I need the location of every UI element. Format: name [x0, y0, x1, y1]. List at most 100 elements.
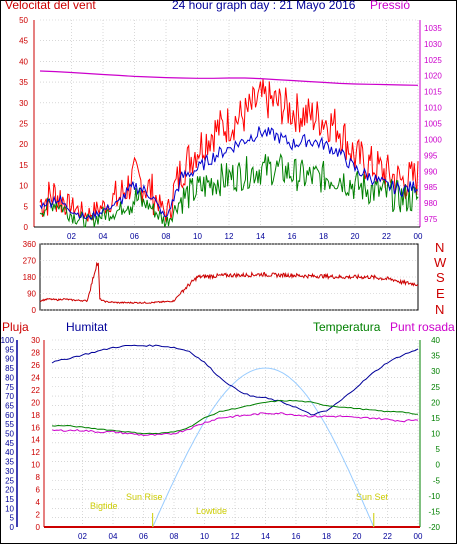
compass-south: S: [436, 270, 445, 285]
humidity-tick-label: 15: [5, 495, 14, 504]
wind-speed-tick-label: 25: [19, 120, 28, 129]
pluja-tick-label: 28: [31, 348, 40, 357]
humidity-tick-label: 45: [5, 439, 14, 448]
direction-tick-label: 0: [32, 306, 37, 315]
humidity-tick-label: 95: [5, 345, 14, 354]
temperature-tick-label: 35: [431, 352, 440, 361]
pluja-tick-label: 18: [31, 411, 40, 420]
temperature-tick-label: -10: [428, 492, 440, 501]
pluja-tick-label: 12: [31, 448, 40, 457]
pressure-tick-label: 990: [424, 167, 438, 176]
temperature-tick-label: 40: [431, 336, 440, 345]
wind-x-tick-label: 16: [288, 232, 297, 241]
punt-rosada-label: Punt rosada: [390, 320, 455, 334]
temperatura-label: Temperatura: [313, 320, 381, 334]
temperature-tick-label: 15: [431, 414, 440, 423]
wind-speed-tick-label: 50: [19, 16, 28, 25]
wind-average-series: [39, 126, 419, 220]
wind-low-series: [39, 153, 419, 228]
humidity-tick-label: 0: [10, 523, 15, 532]
humidity-tick-label: 5: [10, 514, 15, 523]
wind-x-tick-label: 22: [382, 232, 391, 241]
humidity-x-tick-label: 00: [414, 532, 423, 541]
temperature-series: [51, 399, 419, 435]
pluja-tick-label: 26: [31, 361, 40, 370]
humidity-x-tick-label: 08: [170, 532, 179, 541]
humidity-series: [51, 344, 419, 416]
temperature-tick-label: 25: [431, 383, 440, 392]
pluja-label: Pluja: [2, 320, 29, 334]
humidity-tick-label: 10: [5, 504, 14, 513]
sunset-label: Sun Set: [356, 492, 389, 502]
wind-speed-title: Velocitat del vent: [5, 0, 96, 12]
wind-x-tick-label: 10: [193, 232, 202, 241]
wind-x-tick-label: 06: [130, 232, 139, 241]
wind-speed-tick-label: 20: [19, 140, 28, 149]
humidity-tick-label: 20: [5, 486, 14, 495]
temperature-tick-label: 0: [436, 461, 441, 470]
pluja-tick-label: 0: [36, 523, 41, 532]
humidity-tick-label: 85: [5, 364, 14, 373]
pluja-tick-label: 6: [36, 486, 41, 495]
humidity-x-tick-label: 06: [139, 532, 148, 541]
humidity-tick-label: 100: [1, 336, 15, 345]
humidity-x-tick-label: 10: [200, 532, 209, 541]
pluja-tick-label: 16: [31, 423, 40, 432]
direction-tick-label: 90: [27, 290, 36, 299]
pressure-tick-label: 1030: [424, 40, 442, 49]
wind-speed-tick-label: 30: [19, 99, 28, 108]
pluja-tick-label: 20: [31, 398, 40, 407]
wind-speed-tick-label: 0: [24, 223, 29, 232]
temperature-tick-label: 5: [436, 445, 441, 454]
humidity-tick-label: 65: [5, 401, 14, 410]
humidity-x-tick-label: 22: [383, 532, 392, 541]
wind-speed-tick-label: 35: [19, 78, 28, 87]
graph-title: 24 hour graph day : 21 Mayo 2016: [172, 0, 356, 12]
compass-west: W: [434, 255, 447, 270]
direction-tick-label: 360: [23, 240, 37, 249]
humidity-tick-label: 30: [5, 467, 14, 476]
wind-x-tick-label: 02: [67, 232, 76, 241]
wind-x-tick-label: 00: [414, 232, 423, 241]
temperature-tick-label: -20: [428, 523, 440, 532]
humidity-x-tick-label: 14: [261, 532, 270, 541]
humidity-tick-label: 90: [5, 355, 14, 364]
pluja-tick-label: 4: [36, 498, 41, 507]
wind-x-tick-label: 18: [319, 232, 328, 241]
wind-x-tick-label: 04: [99, 232, 108, 241]
pluja-tick-label: 14: [31, 436, 40, 445]
humidity-tick-label: 80: [5, 373, 14, 382]
temperature-tick-label: -5: [433, 476, 441, 485]
pressure-tick-label: 1000: [424, 135, 442, 144]
pluja-tick-label: 24: [31, 373, 40, 382]
pressure-title: Pressió: [370, 0, 411, 12]
wind-x-tick-label: 20: [351, 232, 360, 241]
temperature-tick-label: -15: [428, 507, 440, 516]
compass-east: E: [436, 286, 445, 301]
dewpoint-series: [51, 412, 419, 437]
humidity-x-tick-label: 12: [231, 532, 240, 541]
humidity-tick-label: 60: [5, 411, 14, 420]
pressure-tick-label: 1020: [424, 72, 442, 81]
sunrise-label: Sun Rise: [126, 492, 163, 502]
humitat-label: Humitat: [66, 320, 108, 334]
wind-direction-series: [39, 261, 419, 304]
humidity-x-tick-label: 04: [109, 532, 118, 541]
humidity-tick-label: 40: [5, 448, 14, 457]
compass-north-top: N: [435, 240, 445, 255]
pressure-tick-label: 1025: [424, 56, 442, 65]
pluja-tick-label: 8: [36, 473, 41, 482]
humidity-x-tick-label: 18: [322, 532, 331, 541]
wind-speed-tick-label: 5: [24, 202, 29, 211]
humidity-tick-label: 75: [5, 383, 14, 392]
lowtide-label: Lowtide: [196, 506, 228, 516]
wind-x-tick-label: 12: [225, 232, 234, 241]
wind-gust-series: [39, 78, 419, 223]
temperature-tick-label: 10: [431, 430, 440, 439]
humidity-tick-label: 50: [5, 430, 14, 439]
humidity-x-tick-label: 16: [292, 532, 301, 541]
pressure-tick-label: 985: [424, 183, 438, 192]
temperature-tick-label: 20: [431, 398, 440, 407]
pressure-series: [39, 70, 419, 86]
